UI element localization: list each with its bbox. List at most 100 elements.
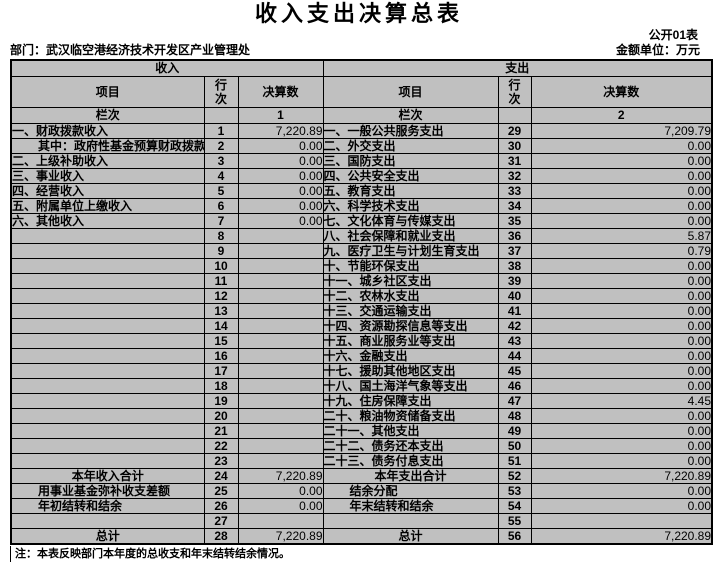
table-row: 二、上级补助收入 3 0.00 三、国防支出 31 0.00 bbox=[10, 153, 713, 169]
table-row: 三、事业收入 4 0.00 四、公共安全支出 32 0.00 bbox=[10, 168, 713, 184]
income-rownum-cell: 21 bbox=[203, 423, 239, 439]
income-amount-cell: 0.00 bbox=[237, 168, 324, 184]
income-rownum-cell: 27 bbox=[203, 513, 239, 529]
income-amount-cell bbox=[237, 513, 324, 529]
table-row: 12 十二、农林水支出 40 0.00 bbox=[10, 288, 713, 304]
expense-rownum-cell: 29 bbox=[497, 123, 532, 139]
income-amount-cell bbox=[237, 318, 324, 334]
income-item-cell bbox=[10, 228, 205, 244]
expense-amount-cell bbox=[530, 513, 713, 529]
expense-item-cell: 本年支出合计 bbox=[322, 468, 499, 484]
expense-rownum-cell: 56 bbox=[497, 528, 532, 545]
income-rownum-cell: 20 bbox=[203, 408, 239, 424]
table-row: 11 十一、城乡社区支出 39 0.00 bbox=[10, 273, 713, 289]
income-rownum-cell: 10 bbox=[203, 258, 239, 274]
expense-rownum-cell: 31 bbox=[497, 153, 532, 169]
expense-item-cell: 年末结转和结余 bbox=[322, 498, 499, 514]
income-rownum-cell: 6 bbox=[203, 198, 239, 214]
page-title: 收入支出决算总表 bbox=[254, 1, 463, 26]
income-amount-cell bbox=[237, 303, 324, 319]
table-body: 一、财政拨款收入 1 7,220.89 一、一般公共服务支出 29 7,209.79 其中：… bbox=[10, 123, 713, 545]
income-item-cell bbox=[10, 303, 205, 319]
expense-amount-cell: 0.00 bbox=[530, 378, 713, 394]
section-header-row: 收入 支出 bbox=[10, 59, 713, 77]
expense-amount-cell: 4.45 bbox=[530, 393, 713, 409]
table-row: 22 二十二、债务还本支出 50 0.00 bbox=[10, 438, 713, 454]
expense-rownum-cell: 33 bbox=[497, 183, 532, 199]
income-item-column-header: 项目 bbox=[10, 76, 205, 108]
department-label: 部门：武汉临空港经济技术开发区产业管理处 bbox=[10, 43, 251, 57]
income-rownum-cell: 22 bbox=[203, 438, 239, 454]
expense-item-cell: 十四、资源勘探信息等支出 bbox=[322, 318, 499, 334]
expense-amount-cell: 0.00 bbox=[530, 213, 713, 229]
income-lanci-label: 栏次 bbox=[10, 107, 205, 124]
income-item-cell bbox=[10, 243, 205, 259]
expense-item-cell: 七、文化体育与传媒支出 bbox=[322, 213, 499, 229]
expense-amount-cell: 0.00 bbox=[530, 408, 713, 424]
expense-rownum-cell: 44 bbox=[497, 348, 532, 364]
expense-item-cell: 二、外交支出 bbox=[322, 138, 499, 154]
table-row: 其中：政府性基金预算财政拨款 2 0.00 二、外交支出 30 0.00 bbox=[10, 138, 713, 154]
income-amount-cell: 0.00 bbox=[237, 198, 324, 214]
income-rownum-cell: 16 bbox=[203, 348, 239, 364]
income-rownum-cell: 8 bbox=[203, 228, 239, 244]
expense-amount-cell: 0.00 bbox=[530, 168, 713, 184]
expense-rownum-cell: 42 bbox=[497, 318, 532, 334]
table-row: 18 十八、国土海洋气象等支出 46 0.00 bbox=[10, 378, 713, 394]
expense-item-cell: 九、医疗卫生与计划生育支出 bbox=[322, 243, 499, 259]
table-row: 四、经营收入 5 0.00 五、教育支出 33 0.00 bbox=[10, 183, 713, 199]
table-row: 六、其他收入 7 0.00 七、文化体育与传媒支出 35 0.00 bbox=[10, 213, 713, 229]
income-item-cell bbox=[10, 348, 205, 364]
expense-item-cell: 总计 bbox=[322, 528, 499, 545]
table-row: 19 十九、住房保障支出 47 4.45 bbox=[10, 393, 713, 409]
income-amount-cell bbox=[237, 228, 324, 244]
expense-amount-cell: 0.00 bbox=[530, 258, 713, 274]
table-row: 15 十五、商业服务业等支出 43 0.00 bbox=[10, 333, 713, 349]
table-row: 21 二十一、其他支出 49 0.00 bbox=[10, 423, 713, 439]
expense-lanci-label: 栏次 bbox=[322, 107, 499, 124]
income-amount-cell bbox=[237, 363, 324, 379]
income-amount-cell: 0.00 bbox=[237, 183, 324, 199]
income-item-cell bbox=[10, 453, 205, 469]
income-rownum-cell: 3 bbox=[203, 153, 239, 169]
expense-item-cell: 十一、城乡社区支出 bbox=[322, 273, 499, 289]
expense-amount-cell: 7,220.89 bbox=[530, 528, 713, 545]
expense-amount-cell: 0.00 bbox=[530, 138, 713, 154]
expense-rownum-cell: 49 bbox=[497, 423, 532, 439]
income-column-index: 1 bbox=[237, 107, 324, 124]
income-item-cell bbox=[10, 408, 205, 424]
income-item-cell: 四、经营收入 bbox=[10, 183, 205, 199]
income-item-cell bbox=[10, 438, 205, 454]
income-rownum-column-header: 行次 bbox=[203, 76, 239, 108]
expense-item-cell: 四、公共安全支出 bbox=[322, 168, 499, 184]
expense-rownum-cell: 51 bbox=[497, 453, 532, 469]
income-rownum-cell: 18 bbox=[203, 378, 239, 394]
expense-item-cell: 一、一般公共服务支出 bbox=[322, 123, 499, 139]
expense-rownum-cell: 38 bbox=[497, 258, 532, 274]
expense-rownum-cell: 52 bbox=[497, 468, 532, 484]
unit-label: 金额单位：万元 bbox=[615, 43, 700, 57]
expense-rownum-cell: 37 bbox=[497, 243, 532, 259]
expense-amount-cell: 0.00 bbox=[530, 153, 713, 169]
income-amount-cell bbox=[237, 453, 324, 469]
expense-rownum-cell: 50 bbox=[497, 438, 532, 454]
expense-amount-cell: 0.00 bbox=[530, 288, 713, 304]
income-amount-cell: 7,220.89 bbox=[237, 528, 324, 545]
expense-amount-cell: 0.00 bbox=[530, 333, 713, 349]
table-row: 17 十七、援助其他地区支出 45 0.00 bbox=[10, 363, 713, 379]
table-row: 本年收入合计 24 7,220.89 本年支出合计 52 7,220.89 bbox=[10, 468, 713, 484]
expense-amount-cell: 0.00 bbox=[530, 198, 713, 214]
expense-amount-cell: 0.00 bbox=[530, 348, 713, 364]
table-row: 总计 28 7,220.89 总计 56 7,220.89 bbox=[10, 528, 713, 545]
income-item-cell bbox=[10, 513, 205, 529]
income-rownum-cell: 19 bbox=[203, 393, 239, 409]
expense-amount-column-header: 决算数 bbox=[530, 76, 713, 108]
expense-rownum-cell: 47 bbox=[497, 393, 532, 409]
income-rownum-cell: 23 bbox=[203, 453, 239, 469]
table-row: 8 八、社会保障和就业支出 36 5.87 bbox=[10, 228, 713, 244]
expense-amount-cell: 0.00 bbox=[530, 303, 713, 319]
footnote: 注：本表反映部门本年度的总收支和年末结转结余情况。 bbox=[10, 546, 718, 562]
table-row: 一、财政拨款收入 1 7,220.89 一、一般公共服务支出 29 7,209.79 bbox=[10, 123, 713, 139]
column-index-row: 栏次 1 栏次 2 bbox=[10, 107, 713, 124]
income-amount-cell bbox=[237, 348, 324, 364]
